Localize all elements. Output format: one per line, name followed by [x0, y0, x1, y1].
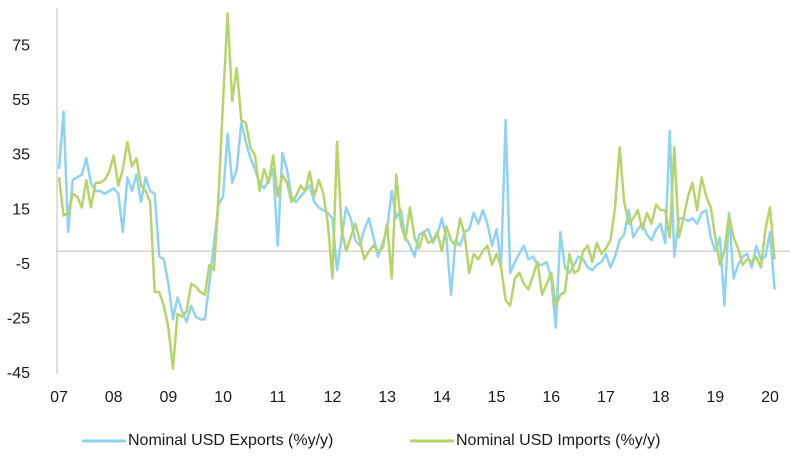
y-tick-label: -45	[7, 365, 30, 382]
y-tick-label: 75	[12, 37, 30, 54]
y-tick-label: 35	[12, 147, 30, 164]
legend-label: Nominal USD Imports (%y/y)	[456, 432, 660, 449]
x-tick-label: 08	[105, 389, 123, 406]
x-tick-label: 09	[159, 389, 177, 406]
x-tick-label: 15	[488, 389, 506, 406]
x-tick-label: 13	[378, 389, 396, 406]
y-tick-label: 55	[12, 92, 30, 109]
y-tick-label: -25	[7, 311, 30, 328]
x-tick-label: 07	[50, 389, 68, 406]
x-tick-label: 20	[761, 389, 779, 406]
x-tick-label: 17	[597, 389, 615, 406]
x-tick-label: 16	[542, 389, 560, 406]
x-tick-label: 12	[324, 389, 342, 406]
x-tick-label: 11	[269, 389, 286, 406]
x-tick-label: 14	[433, 389, 451, 406]
y-tick-label: 15	[12, 201, 30, 218]
legend-label: Nominal USD Exports (%y/y)	[128, 432, 333, 449]
x-tick-label: 18	[652, 389, 670, 406]
y-tick-label: -5	[16, 256, 30, 273]
x-tick-label: 19	[706, 389, 724, 406]
series-line	[57, 12, 776, 370]
x-tick-label: 10	[214, 389, 232, 406]
